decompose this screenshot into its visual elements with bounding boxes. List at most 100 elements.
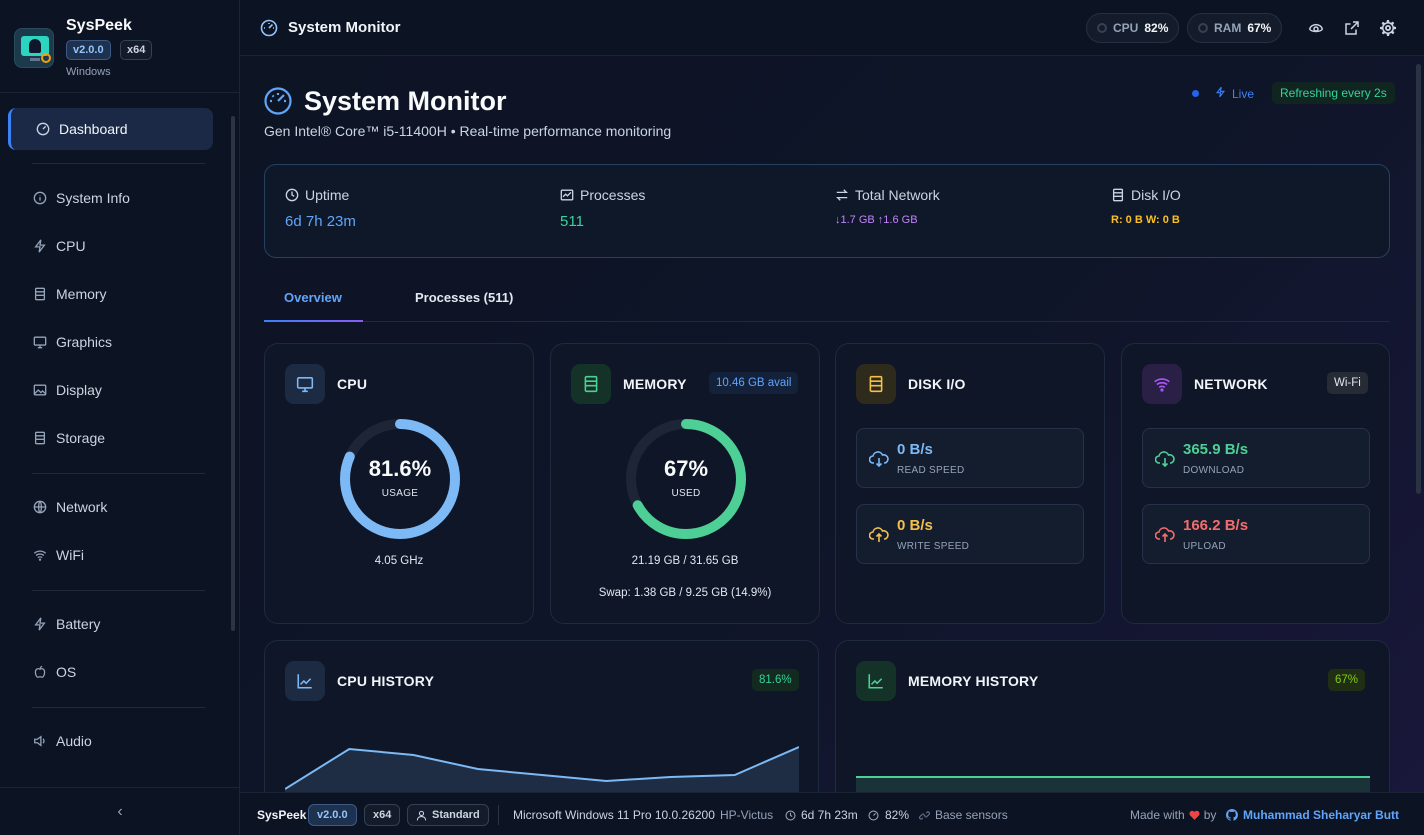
collapse-sidebar-button[interactable]: ‹ (0, 787, 240, 835)
status-cpu: 82% (868, 808, 909, 822)
page-title: System Monitor (304, 86, 507, 116)
activity-icon (560, 188, 574, 202)
sidebar: SysPeek v2.0.0 x64 Windows Dashboard Sys… (0, 0, 240, 835)
external-link-icon[interactable] (1344, 20, 1360, 36)
image-icon (32, 382, 48, 398)
network-download-box: 365.9 B/s DOWNLOAD (1142, 428, 1370, 488)
cpu-history-badge: 81.6% (752, 669, 799, 691)
sidebar-item-label: Graphics (56, 334, 113, 350)
disk-write-label: WRITE SPEED (897, 541, 970, 552)
sidebar-item-label: CPU (56, 238, 86, 254)
sidebar-item-dashboard[interactable]: Dashboard (8, 108, 213, 150)
sidebar-scrollbar[interactable] (231, 116, 235, 631)
stat-value: 511 (560, 213, 584, 230)
bolt-icon (1215, 86, 1226, 101)
stat-value: R: 0 B W: 0 B (1111, 214, 1180, 226)
status-cpu-value: 82% (885, 808, 910, 822)
sidebar-item-display[interactable]: Display (8, 369, 213, 411)
gear-icon[interactable] (1380, 20, 1396, 36)
main-scrollbar[interactable] (1416, 64, 1421, 494)
ram-pill-value: 67% (1247, 21, 1272, 35)
storage-icon (1111, 188, 1125, 202)
sidebar-item-audio[interactable]: Audio (8, 720, 213, 762)
card-title: MEMORY (623, 376, 687, 392)
stat-processes: Processes 511 (560, 187, 645, 230)
summary-stats: Uptime 6d 7h 23m Processes 511 Total Net… (264, 164, 1390, 258)
disk-read-label: READ SPEED (897, 465, 965, 476)
ram-pill: RAM 67% (1187, 13, 1283, 43)
card-title: MEMORY HISTORY (908, 673, 1039, 689)
stat-value: ↓1.7 GB ↑1.6 GB (835, 214, 918, 226)
stat-label: Uptime (305, 187, 350, 203)
ram-pill-label: RAM (1214, 21, 1242, 35)
page-subtitle: Gen Intel® Core™ i5-11400H • Real-time p… (264, 123, 672, 139)
bolt-icon (32, 238, 48, 254)
wifi-icon (1142, 364, 1182, 404)
status-app-name: SysPeek (257, 808, 307, 822)
history-area (285, 747, 799, 792)
network-type-badge: Wi-Fi (1327, 372, 1368, 394)
cloud-upload-icon (868, 526, 889, 549)
sidebar-item-battery[interactable]: Battery (8, 603, 213, 645)
gauge-icon (35, 121, 51, 137)
info-icon (32, 190, 48, 206)
sidebar-item-label: WiFi (56, 547, 84, 563)
memory-history-chart (856, 776, 1370, 792)
tab-processes[interactable]: Processes (511) (415, 290, 514, 305)
author-link[interactable]: Muhammad Sheharyar Butt (1226, 808, 1399, 822)
card-title: CPU (337, 376, 368, 392)
monitor-icon (32, 334, 48, 350)
history-area (856, 777, 1370, 792)
sidebar-item-memory[interactable]: Memory (8, 273, 213, 315)
sidebar-item-network[interactable]: Network (8, 486, 213, 528)
clock-icon (785, 809, 796, 821)
chart-line-icon (856, 661, 896, 701)
chart-line-icon (285, 661, 325, 701)
gauge-icon (263, 86, 293, 121)
status-bar: SysPeek v2.0.0 x64 Standard Microsoft Wi… (240, 792, 1424, 835)
gauge-icon (868, 809, 879, 821)
gauge-label: USAGE (381, 488, 419, 499)
stat-label: Disk I/O (1131, 187, 1181, 203)
apple-icon (32, 664, 48, 680)
sidebar-item-cpu[interactable]: CPU (8, 225, 213, 267)
made-with-label: Made with (1130, 808, 1185, 822)
memory-card: MEMORY 10.46 GB avail 67% USED 21.19 GB … (550, 343, 820, 624)
heart-icon (1189, 810, 1200, 820)
sidebar-item-wifi[interactable]: WiFi (8, 534, 213, 576)
sidebar-item-graphics[interactable]: Graphics (8, 321, 213, 363)
globe-icon (32, 499, 48, 515)
ring-icon (1097, 23, 1107, 33)
main-content: System Monitor Gen Intel® Core™ i5-11400… (240, 56, 1424, 792)
eye-icon[interactable] (1308, 20, 1324, 36)
topbar-title: System Monitor (288, 19, 401, 36)
live-indicator: Live (1192, 86, 1254, 101)
stat-label: Processes (580, 187, 646, 203)
app-name: SysPeek (66, 17, 132, 34)
sidebar-item-os[interactable]: OS (8, 651, 213, 693)
memory-history-card: MEMORY HISTORY 67% (835, 640, 1390, 792)
sidebar-item-label: Dashboard (59, 121, 128, 137)
tab-overview[interactable]: Overview (284, 290, 342, 305)
status-credit: Made with by (1130, 808, 1216, 822)
stat-uptime: Uptime 6d 7h 23m (285, 187, 356, 230)
cloud-download-icon (1154, 450, 1175, 473)
cpu-pill-value: 82% (1144, 21, 1169, 35)
network-upload-value: 166.2 B/s (1183, 517, 1249, 534)
arch-badge: x64 (120, 40, 153, 60)
sidebar-item-system-info[interactable]: System Info (8, 177, 213, 219)
network-download-value: 365.9 B/s (1183, 441, 1249, 458)
sidebar-item-label: Network (56, 499, 108, 515)
network-upload-label: UPLOAD (1183, 541, 1226, 552)
sidebar-item-storage[interactable]: Storage (8, 417, 213, 459)
link-icon (919, 810, 930, 820)
cpu-card: CPU 81.6% USAGE 4.05 GHz (264, 343, 534, 624)
card-title: CPU HISTORY (337, 673, 435, 689)
storage-icon (32, 430, 48, 446)
status-version-badge: v2.0.0 (308, 804, 357, 826)
history-line (285, 746, 799, 790)
disk-read-value: 0 B/s (897, 441, 933, 458)
sidebar-item-label: OS (56, 664, 77, 680)
sidebar-item-label: Display (56, 382, 102, 398)
status-uptime: 6d 7h 23m (785, 808, 858, 822)
